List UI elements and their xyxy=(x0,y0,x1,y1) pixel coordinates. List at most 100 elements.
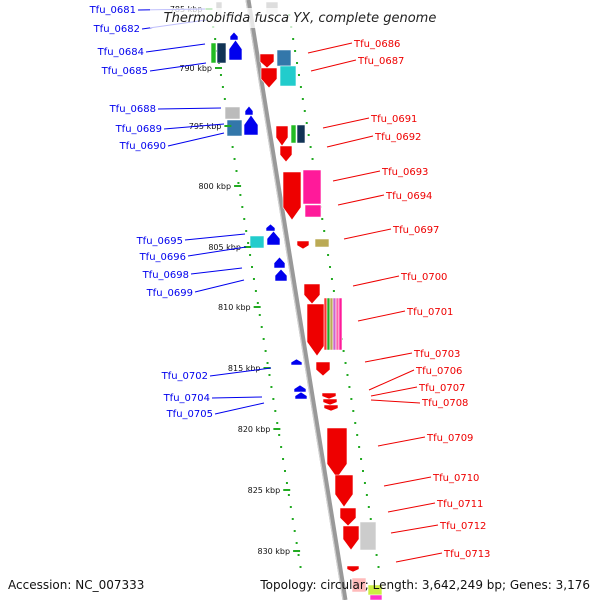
ruler-dot-left xyxy=(214,38,217,40)
reverse-gene-label: Tfu_0687 xyxy=(357,56,404,67)
label-leader-line xyxy=(370,386,418,397)
forward-gene-label: Tfu_0681 xyxy=(89,5,136,16)
kbp-tick-label: 805 kbp xyxy=(208,243,241,252)
label-leader-line xyxy=(364,352,413,363)
reverse-gene-label: Tfu_0709 xyxy=(426,433,473,444)
ruler-dot-left xyxy=(264,350,267,352)
gene-block xyxy=(249,235,265,249)
forward-gene-label: Tfu_0699 xyxy=(146,288,193,299)
ruler-dot-left xyxy=(295,542,298,544)
ruler-dot-left xyxy=(239,194,242,196)
gene-block xyxy=(210,42,217,64)
reverse-gene xyxy=(260,67,278,89)
ruler-dot-left xyxy=(233,158,236,160)
ruler-dot-left xyxy=(299,566,302,568)
ruler-dot-left xyxy=(223,98,226,100)
ruler-dot-left xyxy=(251,266,254,268)
label-leaders xyxy=(137,8,443,563)
ruler-dot-left xyxy=(247,242,250,244)
reverse-gene xyxy=(275,125,289,147)
gene-block xyxy=(359,521,377,551)
reverse-gene xyxy=(326,427,348,479)
label-leader-line xyxy=(194,279,245,293)
forward-gene-label: Tfu_0705 xyxy=(166,409,213,420)
label-leader-line xyxy=(337,194,385,206)
ruler-dot-left xyxy=(219,74,222,76)
label-leader-line xyxy=(209,367,272,377)
kbp-tick-label: 795 kbp xyxy=(189,122,222,131)
gene-block xyxy=(326,297,331,351)
label-leader-line xyxy=(307,42,353,54)
ruler-dot-right xyxy=(305,122,308,124)
label-leader-line xyxy=(145,43,206,53)
gene-block xyxy=(224,106,241,120)
label-leader-line xyxy=(187,246,247,257)
label-leader-line xyxy=(395,552,443,563)
ruler-dot-left xyxy=(270,386,273,388)
ruler-dot-right xyxy=(367,506,370,508)
ruler-dot-right xyxy=(292,38,295,40)
ruler-dot-right xyxy=(360,458,363,460)
ruler-dot-left xyxy=(256,302,259,304)
reverse-gene-label: Tfu_0713 xyxy=(443,549,490,560)
label-leader-line xyxy=(370,399,421,404)
ruler-dot-right xyxy=(321,218,324,220)
ruler-dot-right xyxy=(346,374,349,376)
ruler-dot-left xyxy=(231,146,234,148)
ruler-dot-right xyxy=(309,146,312,148)
reverse-gene-label: Tfu_0708 xyxy=(421,398,468,409)
gene-block xyxy=(351,577,367,593)
gene-block xyxy=(276,49,292,67)
label-leader-line xyxy=(163,123,225,130)
reverse-gene-label: Tfu_0701 xyxy=(406,307,453,318)
gene-block xyxy=(314,238,330,248)
reverse-gene-label: Tfu_0700 xyxy=(400,272,447,283)
ruler-dot-left xyxy=(249,254,252,256)
forward-gene-label: Tfu_0704 xyxy=(163,393,210,404)
gene-block xyxy=(216,42,227,64)
reverse-gene xyxy=(306,303,328,357)
label-leader-line xyxy=(157,107,222,110)
gene-labels: Tfu_0681 Tfu_0682 Tfu_0684 Tfu_0685 Tfu_0688… xyxy=(89,5,491,560)
ruler-dot-right xyxy=(342,350,345,352)
ruler-dot-left xyxy=(254,290,257,292)
label-leader-line xyxy=(343,228,392,240)
reverse-gene-label: Tfu_0712 xyxy=(439,521,486,532)
forward-gene xyxy=(274,268,288,282)
ruler-dot-left xyxy=(252,278,255,280)
gene-block xyxy=(338,297,343,351)
ruler-dot-right xyxy=(356,434,359,436)
ruler-dot-right xyxy=(307,134,310,136)
ruler-dot-right xyxy=(361,470,364,472)
ruler-dot-right xyxy=(330,278,333,280)
gene-block xyxy=(296,124,306,144)
forward-gene xyxy=(229,31,239,41)
reverse-gene xyxy=(321,392,337,400)
ruler-dot-left xyxy=(243,218,246,220)
reverse-gene-label: Tfu_0706 xyxy=(415,366,462,377)
ruler-dot-left xyxy=(293,530,296,532)
ruler-dot-left xyxy=(221,86,224,88)
ruler-dot-right xyxy=(327,254,330,256)
reverse-gene-label: Tfu_0710 xyxy=(432,473,479,484)
forward-gene xyxy=(294,391,308,400)
label-leader-line xyxy=(310,59,357,72)
kbp-tick-label: 825 kbp xyxy=(248,486,281,495)
label-leader-line xyxy=(326,135,374,148)
reverse-gene-label: Tfu_0711 xyxy=(436,499,483,510)
reverse-gene xyxy=(346,565,360,573)
forward-gene-label: Tfu_0684 xyxy=(97,47,144,58)
label-leader-line xyxy=(357,310,406,322)
ruler-dot-right xyxy=(301,98,304,100)
reverse-gene xyxy=(315,361,331,377)
label-leader-line xyxy=(383,476,432,487)
ruler-dot-right xyxy=(323,230,326,232)
kbp-tick-label: 815 kbp xyxy=(228,364,261,373)
reverse-gene-label: Tfu_0686 xyxy=(353,39,400,50)
backbone-line xyxy=(245,0,348,600)
reverse-gene-label: Tfu_0694 xyxy=(385,191,432,202)
gene-block xyxy=(329,297,334,351)
label-leader-line xyxy=(190,267,243,275)
gene-block xyxy=(369,594,383,600)
